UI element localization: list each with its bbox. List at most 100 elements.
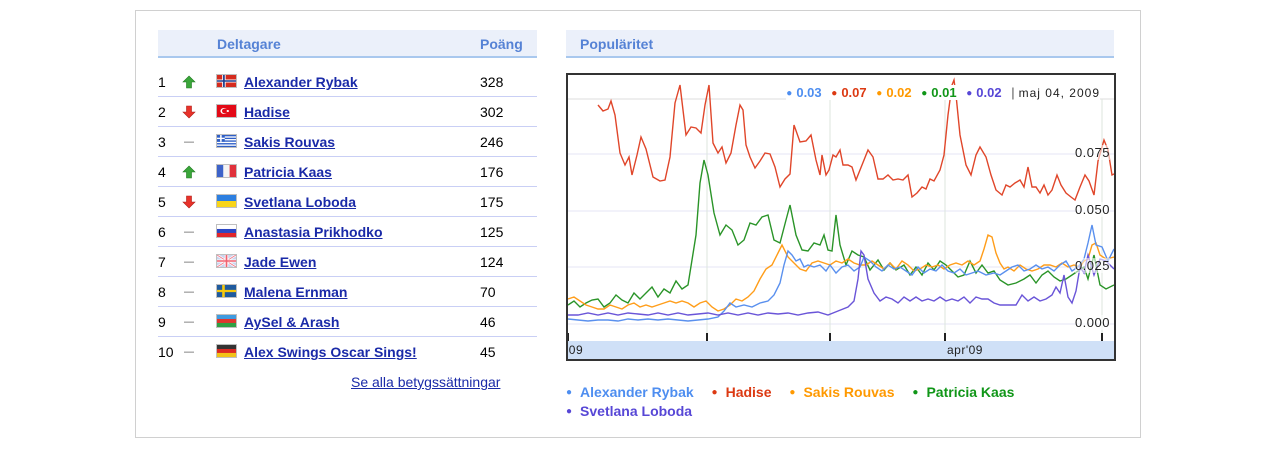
- series-hadise: [597, 77, 1114, 202]
- series-patricia-kaas: [568, 159, 1114, 308]
- dot-icon: ●: [786, 88, 793, 99]
- points-value: 246: [480, 134, 504, 150]
- dot-icon: ●: [912, 387, 919, 398]
- tooltip-value-loboda: 0.02: [976, 85, 1002, 100]
- hover-tooltip: ● 0.03 ● 0.07 ● 0.02 ● 0.01 ● 0.02 | maj 04, 2…: [786, 85, 1100, 100]
- dot-icon: ●: [921, 88, 928, 99]
- chart-plot: [568, 77, 1114, 341]
- y-axis-label: 0.075: [1074, 145, 1110, 160]
- dot-icon: ●: [876, 88, 883, 99]
- x-axis-label: '09: [566, 343, 584, 357]
- series-alexander-rybak: [568, 224, 1114, 322]
- trend-down-icon: [182, 195, 196, 209]
- see-all-ratings-link[interactable]: Se alla betygssättningar: [351, 374, 501, 390]
- series-svetlana-loboda: [568, 249, 1114, 316]
- trend-up-icon: [182, 75, 196, 89]
- participant-link[interactable]: Alexander Rybak: [244, 74, 358, 90]
- legend-label: Hadise: [725, 384, 772, 400]
- flag-turkey-icon: [216, 104, 237, 118]
- points-value: 328: [480, 74, 504, 90]
- dot-icon: ●: [566, 387, 573, 398]
- ranking-row: 3 Sakis Rouvas 246: [158, 127, 537, 157]
- tooltip-value-kaas: 0.01: [931, 85, 957, 100]
- legend-item[interactable]: ● Patricia Kaas: [912, 383, 1014, 402]
- points-value: 124: [480, 254, 504, 270]
- points-column-header: Poäng: [480, 36, 523, 52]
- tooltip-value-rybak: 0.03: [796, 85, 822, 100]
- flag-germany-icon: [216, 344, 237, 358]
- legend-item[interactable]: ● Alexander Rybak: [566, 383, 694, 402]
- rank-number: 8: [158, 284, 166, 300]
- legend-item[interactable]: ● Svetlana Loboda: [566, 402, 692, 421]
- ranking-header: Deltagare Poäng: [158, 30, 537, 58]
- rank-number: 10: [158, 344, 174, 360]
- legend-label: Alexander Rybak: [580, 384, 694, 400]
- trend-unchanged-icon: [184, 321, 194, 323]
- participant-link[interactable]: Hadise: [244, 104, 290, 120]
- rank-number: 9: [158, 314, 166, 330]
- flag-azerbaijan-icon: [216, 314, 237, 328]
- ranking-row: 6 Anastasia Prikhodko 125: [158, 217, 537, 247]
- points-value: 45: [480, 344, 496, 360]
- rank-number: 3: [158, 134, 166, 150]
- dot-icon: ●: [711, 387, 718, 398]
- y-axis-label: 0.050: [1074, 202, 1110, 217]
- trend-unchanged-icon: [184, 231, 194, 233]
- dot-icon: ●: [831, 88, 838, 99]
- participant-link[interactable]: Jade Ewen: [244, 254, 317, 270]
- participant-link[interactable]: Patricia Kaas: [244, 164, 332, 180]
- flag-greece-icon: [216, 134, 237, 148]
- trend-unchanged-icon: [184, 291, 194, 293]
- trend-unchanged-icon: [184, 141, 194, 143]
- points-value: 125: [480, 224, 504, 240]
- rank-number: 1: [158, 74, 166, 90]
- flag-ukraine-icon: [216, 194, 237, 208]
- legend-label: Patricia Kaas: [926, 384, 1015, 400]
- participant-link[interactable]: AySel & Arash: [244, 314, 340, 330]
- dot-icon: ●: [566, 406, 573, 417]
- ranking-row: 10 Alex Swings Oscar Sings! 45: [158, 337, 537, 367]
- participant-link[interactable]: Alex Swings Oscar Sings!: [244, 344, 417, 360]
- ranking-row: 8 Malena Ernman 70: [158, 277, 537, 307]
- flag-sweden-icon: [216, 284, 237, 298]
- popularity-chart[interactable]: ● 0.03 ● 0.07 ● 0.02 ● 0.01 ● 0.02 | maj 04, 2…: [566, 73, 1116, 361]
- legend-label: Svetlana Loboda: [580, 403, 693, 419]
- tooltip-separator: |: [1011, 85, 1015, 100]
- points-value: 175: [480, 194, 504, 210]
- ranking-row: 5 Svetlana Loboda 175: [158, 187, 537, 217]
- trend-unchanged-icon: [184, 261, 194, 263]
- legend-label: Sakis Rouvas: [803, 384, 895, 400]
- x-axis-label: apr'09: [947, 343, 983, 357]
- flag-russia-icon: [216, 224, 237, 238]
- chart-legend: ● Alexander Rybak ● Hadise ● Sakis Rouvas ●…: [566, 383, 1126, 421]
- participant-link[interactable]: Anastasia Prikhodko: [244, 224, 383, 240]
- rank-number: 2: [158, 104, 166, 120]
- x-axis-band[interactable]: [568, 341, 1114, 359]
- legend-item[interactable]: ● Hadise: [712, 383, 772, 402]
- participant-link[interactable]: Svetlana Loboda: [244, 194, 357, 210]
- popularity-header: Populäritet: [566, 30, 1114, 58]
- legend-item[interactable]: ● Sakis Rouvas: [789, 383, 894, 402]
- tooltip-value-rouvas: 0.02: [886, 85, 912, 100]
- participant-link[interactable]: Malena Ernman: [244, 284, 348, 300]
- popularity-title: Populäritet: [580, 36, 654, 52]
- flag-united-kingdom-icon: [216, 254, 237, 268]
- flag-france-icon: [216, 164, 237, 178]
- tooltip-value-hadise: 0.07: [841, 85, 867, 100]
- rank-number: 6: [158, 224, 166, 240]
- ranking-row: 7 Jade Ewen 124: [158, 247, 537, 277]
- tooltip-date: maj 04, 2009: [1018, 86, 1100, 100]
- y-axis-label: 0.000: [1074, 315, 1110, 330]
- participant-link[interactable]: Sakis Rouvas: [244, 134, 336, 150]
- dot-icon: ●: [966, 88, 973, 99]
- ranking-row: 4 Patricia Kaas 176: [158, 157, 537, 187]
- rank-number: 4: [158, 164, 166, 180]
- points-value: 302: [480, 104, 504, 120]
- ranking-row: 1 Alexander Rybak 328: [158, 67, 537, 97]
- ranking-list: 1 Alexander Rybak 328 2 Hadise 302 3 Sak…: [158, 67, 537, 367]
- ranking-row: 2 Hadise 302: [158, 97, 537, 127]
- trend-down-icon: [182, 105, 196, 119]
- ranking-row: 9 AySel & Arash 46: [158, 307, 537, 337]
- y-axis-label: 0.025: [1074, 258, 1110, 273]
- trend-up-icon: [182, 165, 196, 179]
